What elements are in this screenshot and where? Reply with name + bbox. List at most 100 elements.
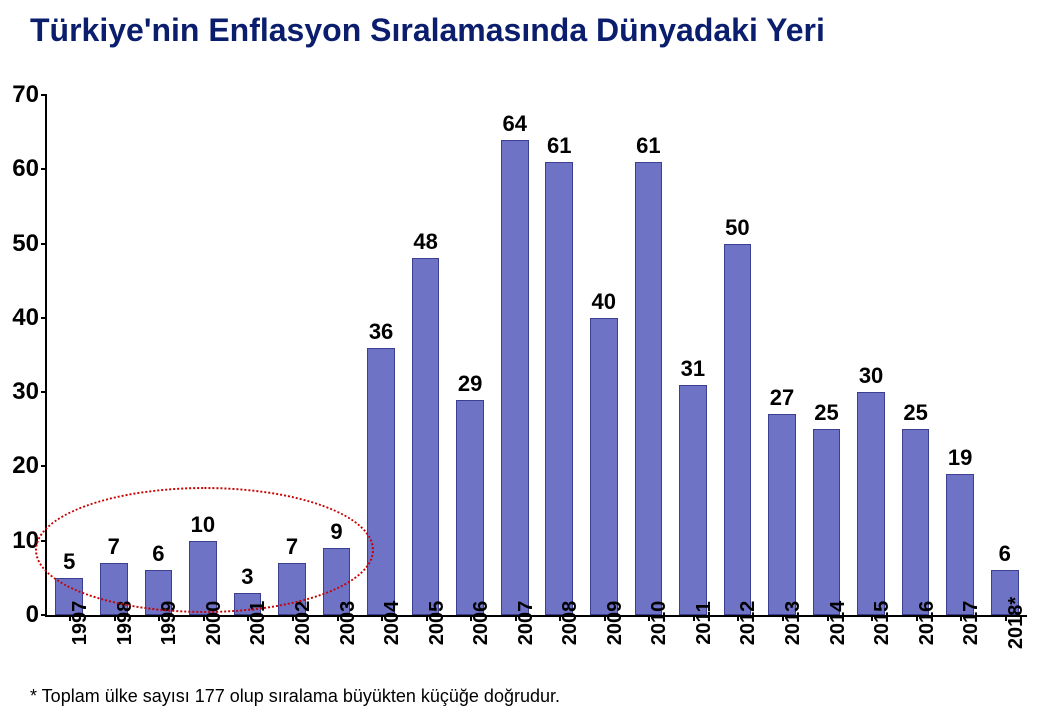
x-tick-label: 1999 — [158, 601, 181, 646]
bar: 19 — [946, 474, 974, 615]
y-tick-label: 30 — [12, 378, 39, 406]
x-tick-label: 2011 — [693, 601, 716, 644]
bar-slot: 272013 — [760, 95, 805, 615]
bar-slot: 642007 — [492, 95, 537, 615]
bar-slot: 32001 — [225, 95, 270, 615]
bar-slot: 252016 — [893, 95, 938, 615]
x-tick-label: 2008 — [559, 601, 582, 646]
y-tick-label: 0 — [26, 601, 39, 629]
bar-slot: 502012 — [715, 95, 760, 615]
bar-slot: 72002 — [270, 95, 315, 615]
bar-slot: 252014 — [804, 95, 849, 615]
chart-area: 5199771998619991020003200172002920033620… — [0, 95, 1047, 675]
x-tick-label: 2015 — [871, 601, 894, 646]
bar-value-label: 61 — [547, 133, 571, 159]
chart-title: Türkiye'nin Enflasyon Sıralamasında Düny… — [30, 12, 825, 49]
x-tick-label: 2007 — [515, 601, 538, 646]
y-tick — [41, 94, 47, 96]
bar-slot: 192017 — [938, 95, 983, 615]
bar-value-label: 6 — [999, 541, 1011, 567]
y-tick — [41, 391, 47, 393]
y-tick-label: 60 — [12, 155, 39, 183]
bar-value-label: 25 — [903, 400, 927, 426]
x-tick-label: 2002 — [292, 601, 315, 646]
x-tick-label: 1997 — [69, 601, 92, 646]
x-tick-label: 2005 — [426, 601, 449, 646]
bar-value-label: 61 — [636, 133, 660, 159]
bar-slot: 92003 — [314, 95, 359, 615]
bar-value-label: 7 — [286, 534, 298, 560]
bar: 25 — [902, 429, 930, 615]
x-tick-label: 2013 — [782, 601, 805, 646]
bar-value-label: 48 — [413, 229, 437, 255]
bar: 25 — [813, 429, 841, 615]
bar-slot: 612010 — [626, 95, 671, 615]
bar-slot: 612008 — [537, 95, 582, 615]
y-tick-label: 20 — [12, 452, 39, 480]
bar: 50 — [724, 244, 752, 615]
bar-value-label: 19 — [948, 445, 972, 471]
x-tick-label: 2009 — [604, 601, 627, 646]
x-tick-label: 2012 — [737, 601, 760, 646]
x-tick-label: 2014 — [827, 601, 850, 646]
bar: 64 — [501, 140, 529, 615]
bar: 61 — [635, 162, 663, 615]
x-tick-label: 2000 — [203, 601, 226, 646]
bar-slot: 61999 — [136, 95, 181, 615]
bar-slot: 102000 — [181, 95, 226, 615]
bar-slot: 71998 — [92, 95, 137, 615]
bar: 48 — [412, 258, 440, 615]
bar-slot: 51997 — [47, 95, 92, 615]
x-tick-label: 2018* — [1005, 597, 1028, 649]
y-tick — [41, 540, 47, 542]
bar-value-label: 5 — [63, 549, 75, 575]
bar-value-label: 36 — [369, 319, 393, 345]
bar-value-label: 6 — [152, 541, 164, 567]
x-tick-label: 2001 — [247, 601, 270, 646]
bar-value-label: 40 — [592, 289, 616, 315]
y-tick — [41, 168, 47, 170]
x-tick-label: 2004 — [381, 601, 404, 646]
bar: 27 — [768, 414, 796, 615]
bar: 61 — [545, 162, 573, 615]
bar-slot: 402009 — [582, 95, 627, 615]
y-tick-label: 40 — [12, 304, 39, 332]
x-tick-label: 2017 — [960, 601, 983, 646]
x-tick-label: 2006 — [470, 601, 493, 646]
bar-slot: 482005 — [403, 95, 448, 615]
bar-value-label: 64 — [502, 111, 526, 137]
x-tick-label: 2016 — [916, 601, 939, 646]
bar: 40 — [590, 318, 618, 615]
bar-value-label: 9 — [330, 519, 342, 545]
bar-slot: 292006 — [448, 95, 493, 615]
y-tick — [41, 465, 47, 467]
bar-slot: 362004 — [359, 95, 404, 615]
y-tick — [41, 243, 47, 245]
y-tick — [41, 317, 47, 319]
bar-value-label: 3 — [241, 564, 253, 590]
bar-value-label: 10 — [191, 512, 215, 538]
plot-region: 5199771998619991020003200172002920033620… — [45, 95, 1027, 617]
bars-container: 5199771998619991020003200172002920033620… — [47, 95, 1027, 615]
bar-value-label: 29 — [458, 371, 482, 397]
bar: 29 — [456, 400, 484, 615]
bar-value-label: 25 — [814, 400, 838, 426]
bar-value-label: 31 — [681, 356, 705, 382]
bar-value-label: 50 — [725, 215, 749, 241]
bar-value-label: 7 — [108, 534, 120, 560]
bar-value-label: 30 — [859, 363, 883, 389]
x-tick-label: 2003 — [337, 601, 360, 646]
bar: 36 — [367, 348, 395, 615]
chart-footnote: * Toplam ülke sayısı 177 olup sıralama b… — [30, 686, 560, 707]
bar-slot: 312011 — [671, 95, 716, 615]
y-tick-label: 70 — [12, 81, 39, 109]
y-tick-label: 10 — [12, 527, 39, 555]
x-tick-label: 1998 — [114, 601, 137, 646]
bar: 30 — [857, 392, 885, 615]
x-tick-label: 2010 — [648, 601, 671, 646]
bar-slot: 62018* — [982, 95, 1027, 615]
bar-slot: 302015 — [849, 95, 894, 615]
bar: 31 — [679, 385, 707, 615]
y-tick-label: 50 — [12, 230, 39, 258]
bar-value-label: 27 — [770, 385, 794, 411]
